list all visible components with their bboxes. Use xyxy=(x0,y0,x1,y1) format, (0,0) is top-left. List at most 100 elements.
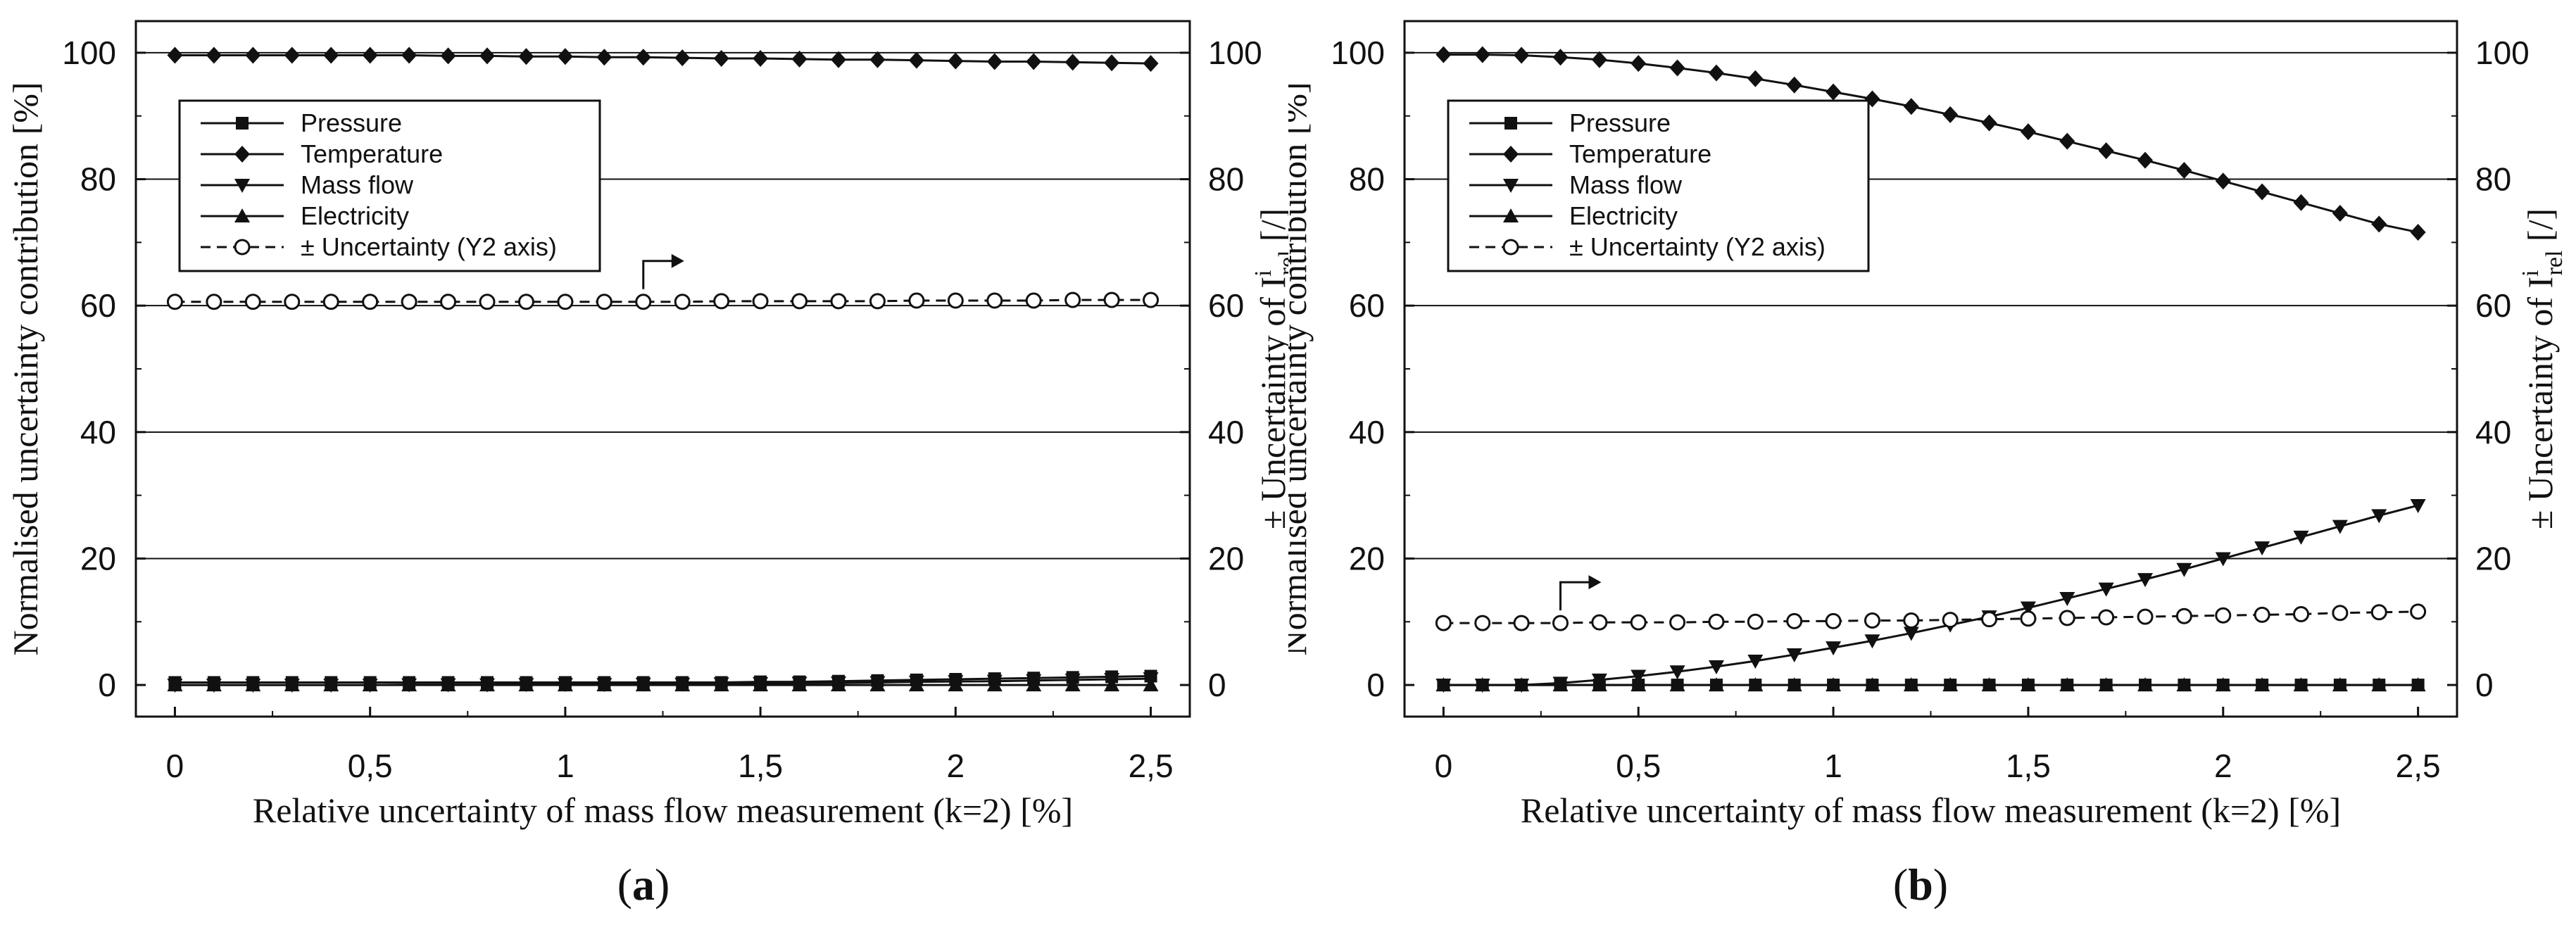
legend-label: Pressure xyxy=(301,108,402,137)
arrow-head xyxy=(1588,575,1602,590)
chart-panel-a: 0 0,5 1 1,5 2 2,5 0 20 40 60 80 100 0 20 40 60 80 100 Rela… xyxy=(6,20,1288,830)
legend-marker xyxy=(234,208,250,222)
x-axis-title: Relative uncertainty of mass flow measur… xyxy=(253,791,1073,830)
data-point xyxy=(986,292,1003,309)
data-point xyxy=(440,47,456,65)
legend-marker xyxy=(1503,208,1519,222)
legend-marker xyxy=(1502,239,1519,256)
data-point xyxy=(2098,142,2114,160)
x-tick-label: 2,5 xyxy=(1129,748,1174,784)
data-point xyxy=(1064,291,1081,308)
data-point xyxy=(2254,183,2270,201)
series-line xyxy=(175,675,1151,684)
x-tick-label: 2,5 xyxy=(2396,748,2441,784)
data-point xyxy=(440,294,457,310)
data-point xyxy=(2098,582,2114,597)
x-axis: 0 0,5 1 1,5 2 2,5 xyxy=(166,707,1174,784)
data-point xyxy=(2293,677,2309,692)
legend-item: ± Uncertainty (Y2 axis) xyxy=(1469,232,1826,261)
data-point xyxy=(1786,677,1802,692)
data-point xyxy=(753,677,769,692)
data-point xyxy=(1942,612,1959,629)
y-tick-label: 0 xyxy=(98,667,116,703)
y2-axis-title-unit: [/] xyxy=(1253,208,1288,251)
x-tick-label: 2 xyxy=(2214,748,2232,784)
legend-item: Temperature xyxy=(201,139,443,168)
y2-tick-label: 100 xyxy=(2475,34,2530,71)
legend-marker xyxy=(236,117,249,130)
y-tick-label: 100 xyxy=(62,34,116,71)
data-point xyxy=(1669,665,1685,680)
y2-axis-title: ± Uncertainty of Iirel [/] xyxy=(2518,208,2568,529)
data-point xyxy=(557,294,574,310)
data-point xyxy=(2059,592,2075,607)
data-point xyxy=(2098,609,2115,626)
legend-label: Electricity xyxy=(1569,201,1678,230)
data-point xyxy=(1143,677,1159,692)
arrow-shaft xyxy=(642,260,674,289)
data-point xyxy=(1981,114,1997,132)
data-point xyxy=(1474,46,1490,63)
data-point xyxy=(2332,605,2349,622)
data-point xyxy=(1513,615,1530,631)
data-point xyxy=(713,293,730,310)
data-point xyxy=(1786,76,1802,94)
data-point xyxy=(869,293,886,310)
data-point xyxy=(2254,677,2270,692)
data-point xyxy=(2410,603,2427,620)
legend-item: Temperature xyxy=(1469,139,1711,168)
data-point xyxy=(1981,677,1997,692)
data-point xyxy=(518,677,534,692)
data-point xyxy=(284,46,300,64)
series-uncertainty-y-axis xyxy=(1435,603,2427,631)
data-point xyxy=(1826,83,1842,101)
data-point xyxy=(1435,677,1452,692)
data-point xyxy=(1143,291,1160,308)
y2-tick-label: 20 xyxy=(2475,540,2511,577)
data-point xyxy=(166,294,183,310)
legend-label: Temperature xyxy=(301,139,443,168)
data-point xyxy=(517,294,534,310)
data-point xyxy=(2410,677,2426,692)
data-point xyxy=(986,53,1003,70)
data-point xyxy=(362,46,378,64)
data-point xyxy=(440,677,456,692)
data-point xyxy=(1669,614,1686,631)
data-point xyxy=(2215,552,2231,567)
legend-marker xyxy=(1503,146,1519,163)
data-point xyxy=(635,294,652,310)
data-point xyxy=(1631,677,1647,692)
data-point xyxy=(2410,499,2426,514)
data-point xyxy=(1435,46,1452,63)
series-line xyxy=(175,298,1151,303)
data-point xyxy=(2215,172,2231,190)
data-point xyxy=(1747,654,1764,669)
legend-marker xyxy=(234,179,250,193)
data-point xyxy=(1435,615,1452,631)
legend-label: Mass flow xyxy=(1569,170,1683,199)
data-point xyxy=(635,49,651,66)
data-point xyxy=(206,46,222,64)
y-tick-label: 60 xyxy=(80,287,116,324)
data-point xyxy=(1903,626,1919,641)
arrow-head xyxy=(671,253,684,268)
data-point xyxy=(1514,46,1530,64)
data-point xyxy=(1474,615,1491,631)
data-point xyxy=(245,46,261,64)
legend-label: Pressure xyxy=(1569,108,1671,137)
series-electricity xyxy=(167,677,1159,692)
data-point xyxy=(401,294,417,310)
panel-label-b: (b) xyxy=(1892,859,1949,909)
data-point xyxy=(948,52,964,70)
data-point xyxy=(479,677,495,692)
data-point xyxy=(244,294,261,310)
data-point xyxy=(322,294,339,310)
data-point xyxy=(1591,677,1607,692)
x-tick-label: 1,5 xyxy=(738,748,783,784)
data-point xyxy=(1708,64,1724,82)
data-point xyxy=(2371,509,2387,524)
series-group xyxy=(166,46,1160,693)
data-point xyxy=(791,50,808,68)
